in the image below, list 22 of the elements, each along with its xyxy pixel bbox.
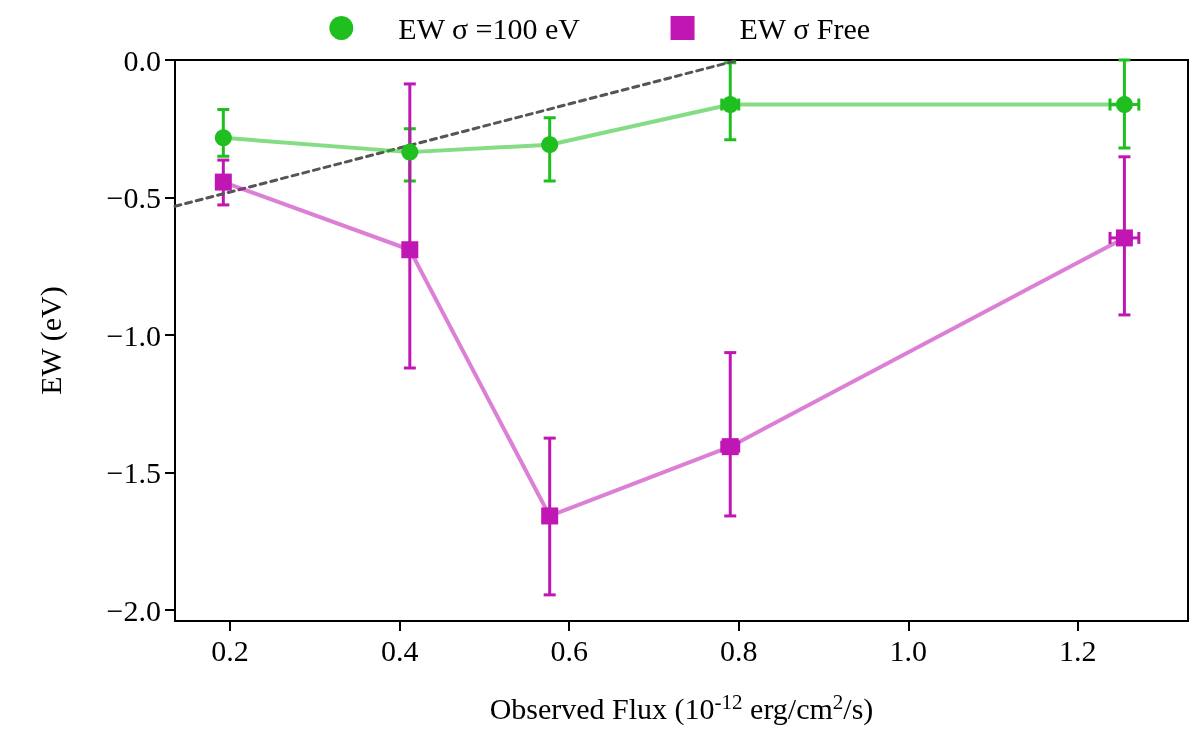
y-axis-title: EW (eV): [33, 286, 68, 395]
y-tick-label: −2.0: [106, 593, 161, 627]
y-tick-label: −0.5: [106, 181, 161, 214]
x-tick-label: 0.8: [719, 633, 758, 667]
point: [401, 241, 419, 259]
legend-label: EW σ =100 eV: [398, 11, 581, 45]
x-tick-label: 0.6: [550, 633, 588, 667]
point: [214, 129, 232, 147]
point: [1115, 229, 1133, 247]
point: [541, 507, 559, 525]
y-tick-label: −1.0: [106, 318, 161, 352]
legend-label: EW σ Free: [739, 11, 871, 45]
x-tick-label: 1.0: [889, 633, 928, 667]
x-tick-label: 0.2: [211, 633, 249, 667]
point: [401, 143, 419, 161]
point: [541, 136, 559, 154]
point: [214, 173, 232, 191]
point: [1115, 96, 1133, 114]
y-tick-label: −1.5: [106, 456, 161, 489]
x-tick-label: 0.4: [380, 633, 419, 667]
x-tick-label: 1.2: [1059, 633, 1097, 667]
y-tick-label: 0.0: [123, 43, 161, 77]
